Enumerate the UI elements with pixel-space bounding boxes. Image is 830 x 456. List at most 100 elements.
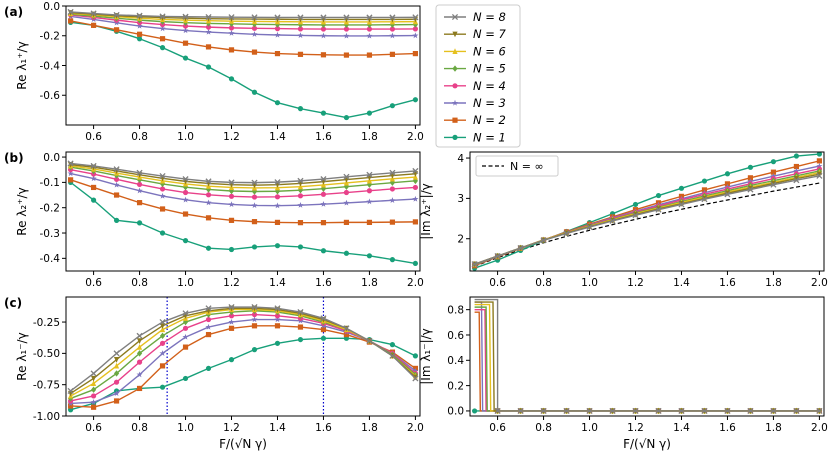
panel-label: (b) bbox=[4, 151, 24, 165]
data-point bbox=[366, 110, 373, 116]
data-point bbox=[389, 169, 396, 176]
data-point bbox=[251, 323, 258, 329]
data-point bbox=[182, 196, 189, 203]
data-point bbox=[412, 97, 419, 103]
data-point bbox=[113, 11, 120, 18]
x-tick-label: 1.6 bbox=[315, 277, 332, 289]
data-point bbox=[320, 248, 327, 254]
y-tick-label: -0.1 bbox=[40, 177, 61, 189]
legend-label: N = 5 bbox=[473, 62, 506, 76]
data-point bbox=[366, 14, 373, 21]
data-point bbox=[205, 331, 212, 338]
data-point bbox=[228, 201, 235, 207]
data-point bbox=[343, 250, 350, 256]
axes-frame bbox=[65, 296, 421, 417]
panel-5: 0.6 0.8 1.0 1.2 1.4 1.6 1.8 2.0 0.8 0.6 0.4 0.2 0.0 |… bbox=[419, 296, 828, 451]
data-point bbox=[67, 18, 74, 24]
x-tick-label: 1.8 bbox=[361, 131, 378, 143]
data-point bbox=[274, 31, 281, 38]
data-point bbox=[343, 26, 350, 32]
y-tick-label: -0.4 bbox=[40, 253, 61, 265]
data-point bbox=[136, 344, 143, 350]
data-point bbox=[205, 24, 212, 30]
series-n3 bbox=[67, 170, 419, 209]
data-point bbox=[770, 159, 777, 165]
data-point bbox=[159, 192, 166, 199]
data-point bbox=[724, 181, 731, 187]
data-point bbox=[389, 103, 396, 109]
data-point bbox=[90, 393, 97, 399]
data-point bbox=[136, 12, 143, 19]
data-point bbox=[366, 253, 373, 259]
legend-marker bbox=[452, 31, 458, 38]
x-tick-label: 2.0 bbox=[407, 131, 424, 143]
data-point bbox=[724, 171, 731, 177]
legend: N = 8 N = 7 N = 6 N = 5 N = 4 N = 3 N = 2 N = 1 bbox=[435, 4, 521, 148]
series-line bbox=[474, 301, 820, 412]
data-point bbox=[274, 179, 281, 186]
data-point bbox=[297, 26, 304, 32]
data-point bbox=[678, 201, 685, 208]
y-tick-label: -0.50 bbox=[33, 348, 60, 360]
series-line bbox=[474, 153, 820, 269]
data-point bbox=[343, 183, 350, 190]
y-tick-label: 0.0 bbox=[43, 1, 60, 13]
data-point bbox=[366, 198, 373, 205]
x-tick-label: 1.4 bbox=[269, 422, 286, 434]
data-point bbox=[793, 407, 800, 414]
series-n8 bbox=[67, 160, 419, 186]
data-point bbox=[724, 191, 731, 198]
x-tick-label: 1.2 bbox=[223, 131, 240, 143]
data-point bbox=[113, 398, 120, 404]
data-point bbox=[251, 194, 258, 200]
data-point bbox=[113, 27, 120, 33]
x-tick-label: 1.4 bbox=[269, 131, 286, 143]
legend-label: N = 7 bbox=[473, 27, 507, 41]
data-point bbox=[632, 201, 639, 208]
data-point bbox=[770, 180, 777, 187]
data-point bbox=[90, 197, 97, 203]
data-point bbox=[251, 179, 258, 186]
data-point bbox=[320, 14, 327, 21]
data-point bbox=[205, 215, 212, 221]
x-tick-label: 1.2 bbox=[223, 277, 240, 289]
data-point bbox=[90, 162, 97, 169]
data-point bbox=[228, 325, 235, 331]
x-tick-label: 1.8 bbox=[361, 422, 378, 434]
y-tick-label: 0.2 bbox=[447, 380, 464, 392]
legend-entry: N = 6 bbox=[444, 44, 506, 58]
data-point bbox=[136, 169, 143, 176]
data-point bbox=[136, 332, 143, 339]
data-point bbox=[540, 407, 547, 414]
data-point bbox=[389, 186, 396, 192]
data-point bbox=[228, 76, 235, 82]
data-point bbox=[297, 32, 304, 39]
data-point bbox=[389, 26, 396, 32]
data-point bbox=[159, 206, 166, 212]
data-point bbox=[251, 347, 258, 353]
data-point bbox=[343, 189, 350, 196]
series-line bbox=[70, 179, 416, 224]
series-line bbox=[474, 165, 820, 266]
data-point bbox=[113, 181, 120, 188]
y-tick-label: 0.0 bbox=[447, 406, 464, 418]
data-point bbox=[701, 196, 708, 203]
series-n7 bbox=[474, 301, 823, 415]
data-point bbox=[389, 257, 396, 263]
x-tick-label: 1.8 bbox=[765, 422, 782, 434]
panel-label: (a) bbox=[4, 5, 23, 19]
data-point bbox=[517, 407, 524, 414]
series-n3 bbox=[474, 301, 823, 414]
data-point bbox=[320, 335, 327, 341]
x-tick-label: 1.4 bbox=[269, 277, 286, 289]
data-point bbox=[136, 220, 143, 226]
data-point bbox=[205, 305, 212, 312]
y-tick-label: 0.0 bbox=[43, 152, 60, 164]
y-tick-label: -0.6 bbox=[40, 90, 61, 102]
data-point bbox=[389, 14, 396, 21]
data-point bbox=[297, 220, 304, 226]
data-point bbox=[655, 407, 662, 414]
legend-box bbox=[475, 155, 559, 177]
data-point bbox=[136, 350, 143, 357]
x-tick-label: 1.0 bbox=[177, 131, 194, 143]
